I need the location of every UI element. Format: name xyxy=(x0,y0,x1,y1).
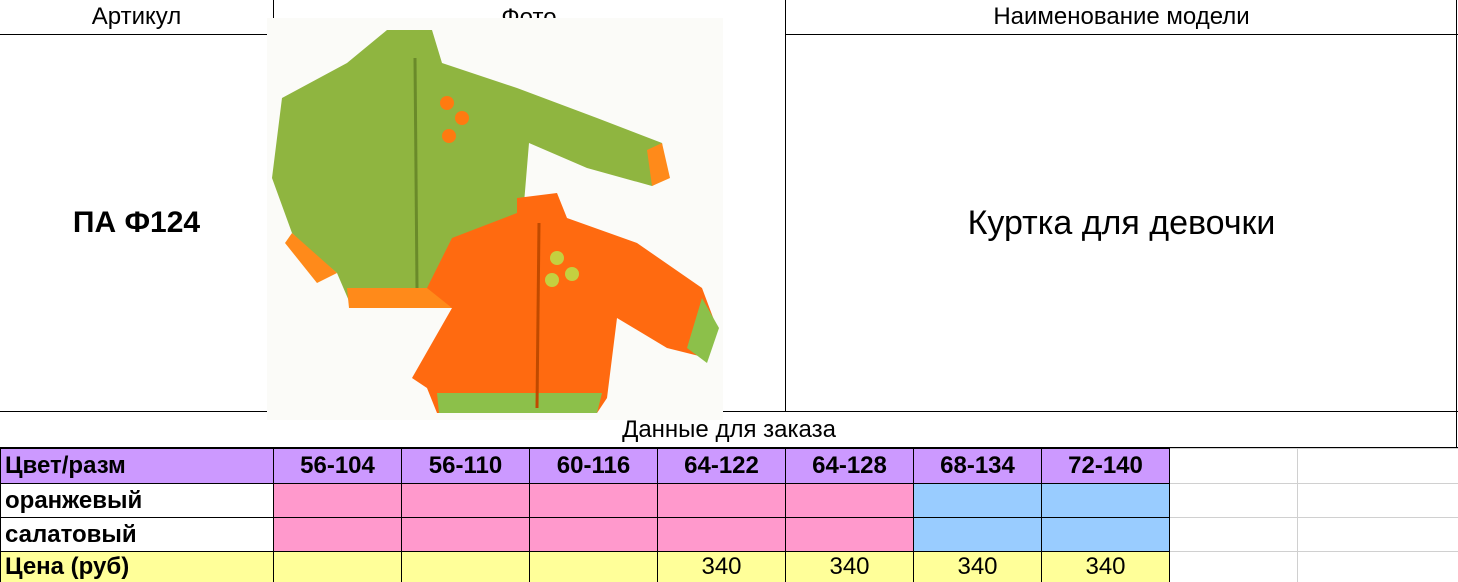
price-cell: 340 xyxy=(913,551,1042,582)
article: ПА Ф124 xyxy=(72,206,201,239)
border xyxy=(1456,0,1457,448)
model-name: Куртка для девочки xyxy=(967,203,1276,242)
availability-cell xyxy=(273,517,402,552)
price-cell xyxy=(273,551,402,582)
price-cell: 340 xyxy=(785,551,914,582)
price-cell: 340 xyxy=(657,551,786,582)
availability-cell xyxy=(401,517,530,552)
border xyxy=(273,0,274,20)
row-header: Цвет/разм xyxy=(0,448,274,484)
size-header: 72-140 xyxy=(1041,448,1170,484)
price-cell xyxy=(529,551,658,582)
availability-cell xyxy=(401,483,530,518)
availability-cell xyxy=(273,483,402,518)
grid-cell xyxy=(1169,517,1298,552)
grid-cell xyxy=(1297,551,1458,582)
availability-cell xyxy=(529,517,658,552)
size-header: 64-128 xyxy=(785,448,914,484)
availability-cell xyxy=(1041,517,1170,552)
color-label: салатовый xyxy=(0,517,274,552)
border xyxy=(0,411,1458,412)
price-cell xyxy=(401,551,530,582)
availability-cell xyxy=(913,483,1042,518)
section-title: Данные для заказа xyxy=(622,415,836,443)
border xyxy=(0,34,273,35)
size-header: 60-116 xyxy=(529,448,658,484)
header-cell: Наименование модели xyxy=(993,3,1250,30)
header-cell: Артикул xyxy=(91,3,182,30)
size-header: 68-134 xyxy=(913,448,1042,484)
grid-cell xyxy=(1169,448,1298,484)
border xyxy=(785,34,1458,35)
grid-cell xyxy=(1169,551,1298,582)
grid-cell xyxy=(1297,517,1458,552)
availability-cell xyxy=(657,517,786,552)
price-label: Цена (руб) xyxy=(0,551,274,582)
size-header: 56-104 xyxy=(273,448,402,484)
availability-cell xyxy=(785,517,914,552)
size-header: 56-110 xyxy=(401,448,530,484)
price-cell: 340 xyxy=(1041,551,1170,582)
grid-cell xyxy=(1297,448,1458,484)
availability-cell xyxy=(657,483,786,518)
border xyxy=(0,447,1458,448)
photo xyxy=(267,18,723,420)
availability-cell xyxy=(913,517,1042,552)
availability-cell xyxy=(785,483,914,518)
grid-cell xyxy=(1297,483,1458,518)
size-header: 64-122 xyxy=(657,448,786,484)
color-label: оранжевый xyxy=(0,483,274,518)
border xyxy=(785,0,786,412)
availability-cell xyxy=(529,483,658,518)
availability-cell xyxy=(1041,483,1170,518)
grid-cell xyxy=(1169,483,1298,518)
